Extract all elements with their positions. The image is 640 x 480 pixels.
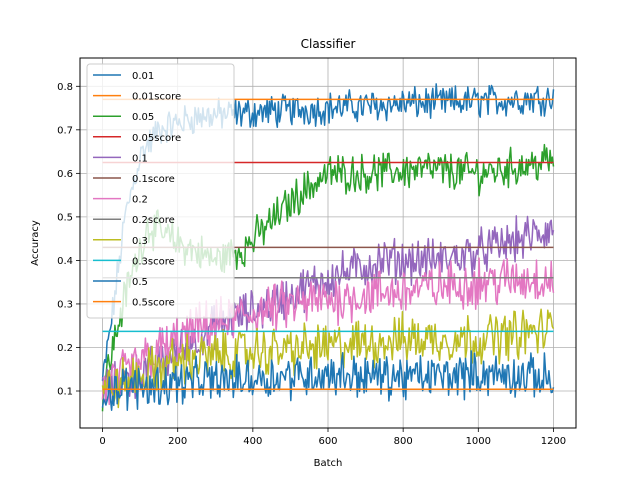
y-tick-label: 0.8 bbox=[57, 82, 73, 93]
legend-entry: 0.3 bbox=[132, 236, 148, 247]
x-tick-label: 800 bbox=[394, 436, 413, 447]
y-tick-label: 0.7 bbox=[57, 125, 73, 136]
legend-entry: 0.3score bbox=[132, 256, 175, 267]
x-tick-label: 600 bbox=[318, 436, 337, 447]
y-tick-label: 0.6 bbox=[57, 169, 73, 180]
x-tick-label: 0 bbox=[99, 436, 105, 447]
legend-entry: 0.5score bbox=[132, 298, 175, 309]
chart-title: Classifier bbox=[301, 37, 356, 51]
x-tick-label: 200 bbox=[168, 436, 187, 447]
legend-entry: 0.1score bbox=[132, 174, 175, 185]
legend-entry: 0.05score bbox=[132, 133, 181, 144]
y-tick-label: 0.2 bbox=[57, 343, 73, 354]
y-axis: 0.1 0.2 0.3 0.4 0.5 0.6 0.7 0.8 bbox=[57, 82, 80, 398]
y-tick-label: 0.5 bbox=[57, 212, 73, 223]
legend: 0.01 0.01score 0.05 0.05score 0.1 0.1score 0.2… bbox=[86, 63, 235, 319]
y-axis-label: Accuracy bbox=[30, 220, 41, 266]
series-line-0-2 bbox=[101, 257, 555, 406]
y-tick-label: 0.1 bbox=[57, 387, 73, 398]
series-line-0-5 bbox=[101, 350, 555, 411]
x-axis-label: Batch bbox=[314, 458, 343, 469]
y-tick-label: 0.3 bbox=[57, 299, 73, 310]
x-tick-label: 1200 bbox=[541, 436, 566, 447]
legend-entry: 0.1 bbox=[132, 153, 148, 164]
legend-box bbox=[86, 63, 235, 319]
legend-entry: 0.01 bbox=[132, 71, 154, 82]
legend-entry: 0.2 bbox=[132, 195, 148, 206]
legend-entry: 0.2score bbox=[132, 215, 175, 226]
y-tick-label: 0.4 bbox=[57, 256, 73, 267]
x-tick-label: 400 bbox=[243, 436, 262, 447]
x-axis: 0 200 400 600 800 1000 1200 bbox=[99, 428, 566, 447]
legend-entry: 0.01score bbox=[132, 92, 181, 103]
series-line-0-3 bbox=[101, 308, 555, 409]
legend-entry: 0.05 bbox=[132, 112, 154, 123]
x-tick-label: 1000 bbox=[466, 436, 491, 447]
legend-entry: 0.5 bbox=[132, 277, 148, 288]
